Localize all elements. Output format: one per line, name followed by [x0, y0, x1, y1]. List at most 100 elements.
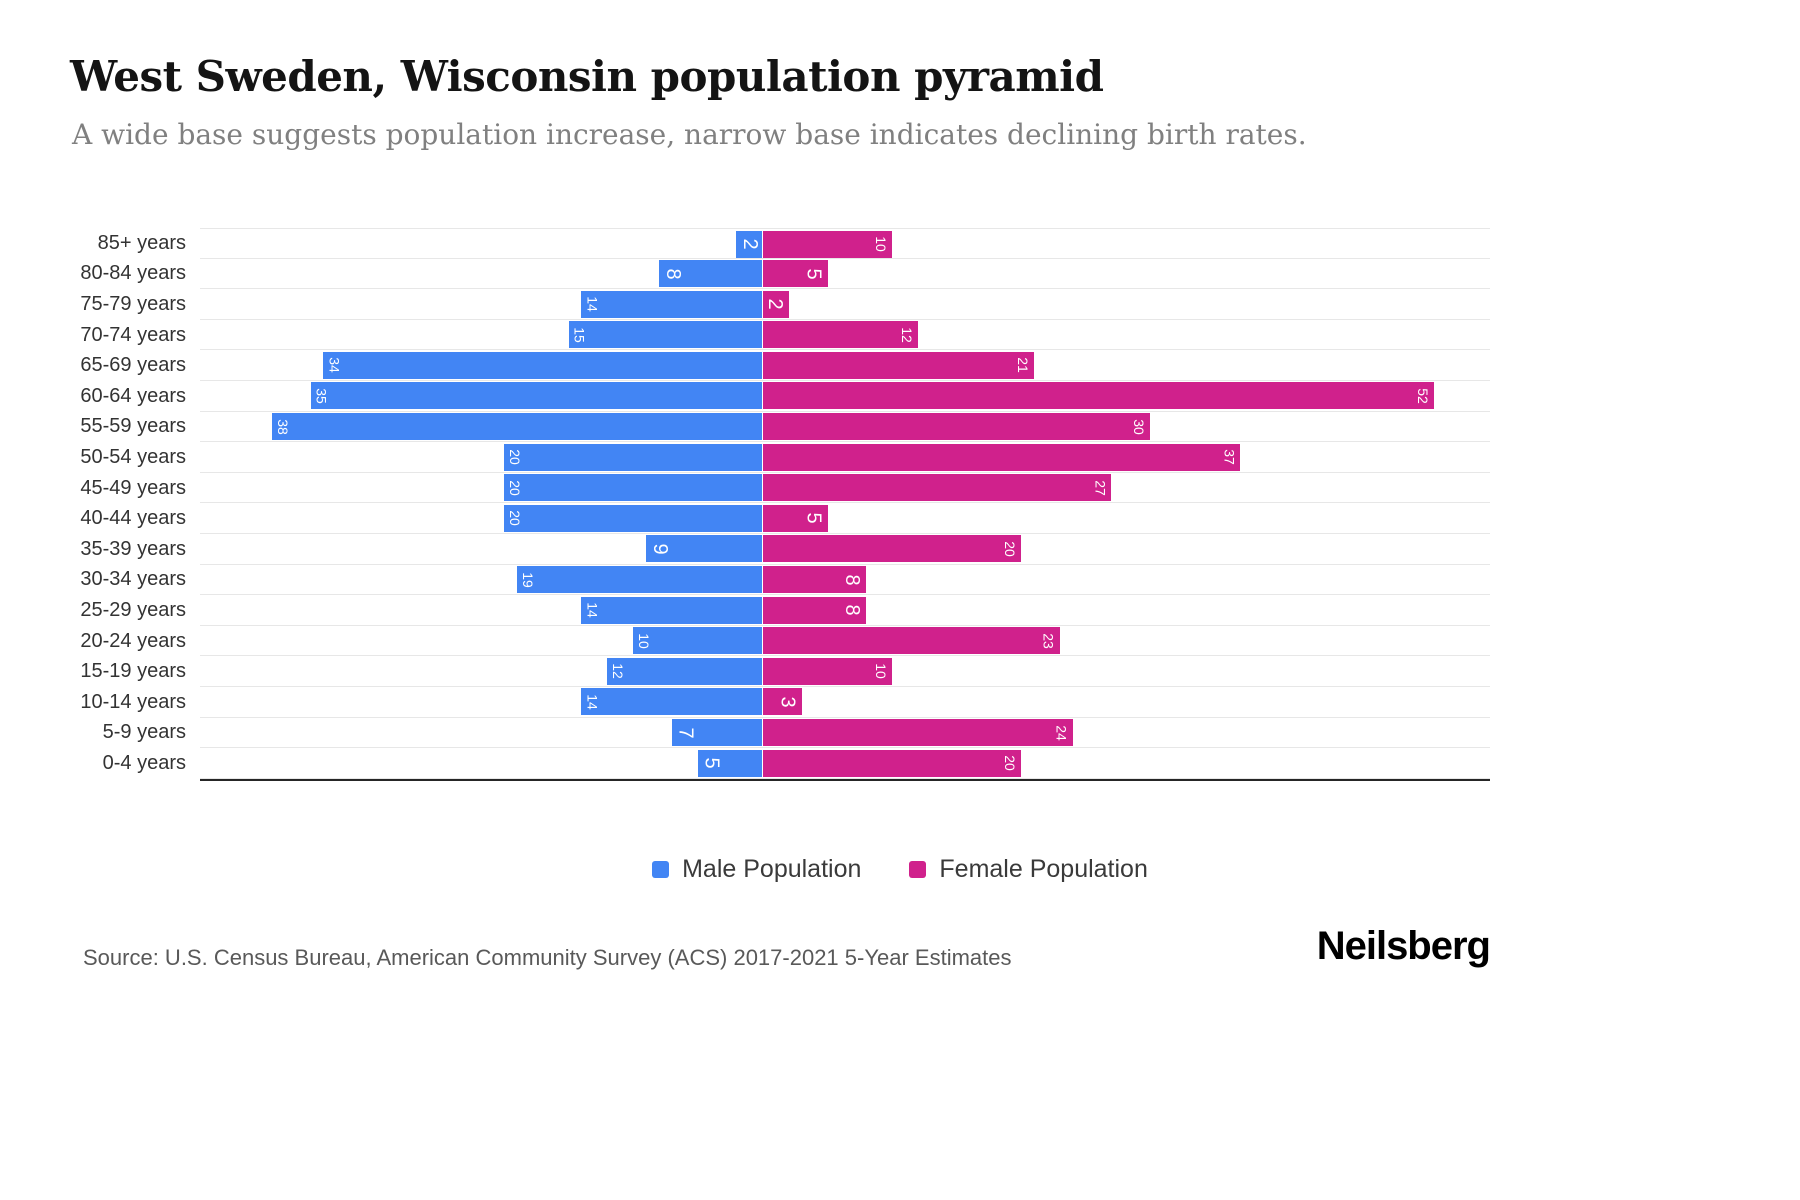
male-bar[interactable]: 34 [323, 351, 762, 379]
female-bar-value-label: 10 [873, 663, 889, 680]
male-bar[interactable]: 14 [581, 290, 762, 318]
y-axis-label: 20-24 years [80, 629, 186, 652]
female-bar[interactable]: 8 [763, 566, 867, 594]
y-axis-label: 25-29 years [80, 598, 186, 621]
male-legend-label: Male Population [682, 855, 862, 883]
y-axis-label: 45-49 years [80, 476, 186, 499]
male-bar-value-label: 2 [739, 238, 762, 250]
male-bar[interactable]: 20 [504, 474, 762, 502]
pyramid-row: 10-14 years 14 3 [70, 687, 1490, 718]
male-bar[interactable]: 19 [516, 566, 762, 594]
male-bar[interactable]: 35 [310, 382, 762, 410]
female-bar[interactable]: 27 [763, 474, 1112, 502]
female-bar[interactable]: 5 [763, 260, 828, 288]
pyramid-row: 50-54 years 20 37 [70, 442, 1490, 473]
male-bar-value-label: 20 [507, 479, 523, 496]
legend-item-female[interactable]: Female Population [909, 855, 1148, 884]
male-bar-value-label: 20 [507, 449, 523, 465]
male-bar-value-label: 8 [661, 268, 684, 280]
male-bar-value-label: 12 [610, 663, 627, 680]
y-axis-label: 50-54 years [80, 445, 186, 468]
male-bar-value-label: 20 [507, 510, 523, 527]
female-bar[interactable]: 12 [763, 321, 918, 349]
y-axis-label: 40-44 years [80, 507, 186, 530]
chart-subtitle: A wide base suggests population increase… [72, 118, 1307, 151]
female-bar[interactable]: 20 [763, 535, 1021, 563]
male-bar[interactable]: 20 [504, 504, 762, 532]
pyramid-row: 0-4 years 5 20 [70, 748, 1490, 779]
female-bar[interactable]: 5 [763, 504, 828, 532]
female-bar-value-label: 21 [1014, 357, 1031, 374]
male-bar[interactable]: 15 [568, 321, 762, 349]
male-bar[interactable]: 2 [736, 230, 762, 258]
y-axis-label: 85+ years [97, 231, 186, 254]
plot-area: 10 23 [200, 626, 1490, 657]
male-bar[interactable]: 12 [607, 657, 762, 685]
pyramid-row: 25-29 years 14 8 [70, 595, 1490, 626]
male-bar[interactable]: 8 [658, 260, 762, 288]
female-bar[interactable]: 24 [763, 719, 1073, 746]
y-axis-label: 5-9 years [102, 721, 186, 744]
male-bar[interactable]: 5 [697, 749, 762, 777]
female-bar[interactable]: 2 [763, 290, 789, 318]
male-bar[interactable]: 10 [633, 627, 762, 655]
male-bar[interactable]: 7 [671, 719, 762, 746]
male-bar-value-label: 7 [674, 726, 697, 739]
female-bar[interactable]: 21 [763, 351, 1034, 379]
female-bar[interactable]: 52 [763, 382, 1434, 410]
y-axis-label: 70-74 years [80, 323, 186, 346]
y-axis-label: 60-64 years [80, 384, 186, 407]
female-bar[interactable]: 10 [763, 657, 892, 685]
population-pyramid-chart: 85+ years 2 10 80-84 years 8 5 75-79 years 14 2 7… [70, 228, 1490, 781]
plot-area: 2 10 [200, 228, 1490, 259]
plot-area: 14 3 [200, 687, 1490, 718]
female-bar[interactable]: 23 [763, 627, 1060, 655]
female-bar[interactable]: 20 [763, 749, 1021, 777]
y-axis-label: 10-14 years [80, 690, 186, 713]
female-bar-value-label: 8 [841, 604, 864, 616]
pyramid-row: 30-34 years 19 8 [70, 565, 1490, 596]
male-bar-value-label: 9 [648, 543, 671, 555]
female-bar[interactable]: 3 [763, 688, 802, 716]
chart-title: West Sweden, Wisconsin population pyrami… [70, 52, 1104, 101]
female-bar-value-label: 2 [763, 298, 786, 310]
male-bar[interactable]: 9 [645, 535, 762, 563]
female-bar[interactable]: 30 [763, 413, 1150, 441]
male-bar[interactable]: 14 [581, 688, 762, 716]
x-axis-line [200, 778, 1490, 781]
pyramid-row: 20-24 years 10 23 [70, 626, 1490, 657]
female-bar-value-label: 3 [776, 696, 799, 708]
female-bar[interactable]: 10 [763, 230, 892, 258]
female-bar[interactable]: 37 [763, 443, 1241, 471]
legend: Male Population Female Population [0, 855, 1800, 884]
male-bar[interactable]: 14 [581, 596, 762, 624]
female-bar-value-label: 5 [802, 512, 825, 524]
male-bar-value-label: 5 [700, 757, 723, 769]
pyramid-row: 40-44 years 20 5 [70, 503, 1490, 534]
pyramid-row: 60-64 years 35 52 [70, 381, 1490, 412]
male-bar-value-label: 14 [584, 296, 601, 312]
female-bar-value-label: 12 [898, 326, 915, 343]
female-legend-swatch [909, 861, 927, 878]
plot-area: 7 24 [200, 718, 1490, 749]
male-bar-value-label: 19 [519, 571, 536, 588]
female-bar-value-label: 10 [873, 236, 889, 252]
plot-area: 12 10 [200, 656, 1490, 687]
pyramid-row: 70-74 years 15 12 [70, 320, 1490, 351]
legend-item-male[interactable]: Male Population [652, 855, 861, 884]
plot-area: 20 5 [200, 503, 1490, 534]
pyramid-row: 5-9 years 7 24 [70, 718, 1490, 749]
plot-area: 15 12 [200, 320, 1490, 351]
female-bar[interactable]: 8 [763, 596, 867, 624]
female-bar-value-label: 20 [1002, 755, 1018, 771]
male-bar-value-label: 14 [584, 694, 601, 710]
plot-area: 35 52 [200, 381, 1490, 412]
y-axis-label: 15-19 years [80, 660, 186, 683]
female-bar-value-label: 52 [1414, 388, 1431, 404]
plot-area: 20 37 [200, 442, 1490, 473]
male-bar[interactable]: 38 [271, 413, 762, 441]
pyramid-row: 80-84 years 8 5 [70, 259, 1490, 290]
male-bar[interactable]: 20 [504, 443, 762, 471]
